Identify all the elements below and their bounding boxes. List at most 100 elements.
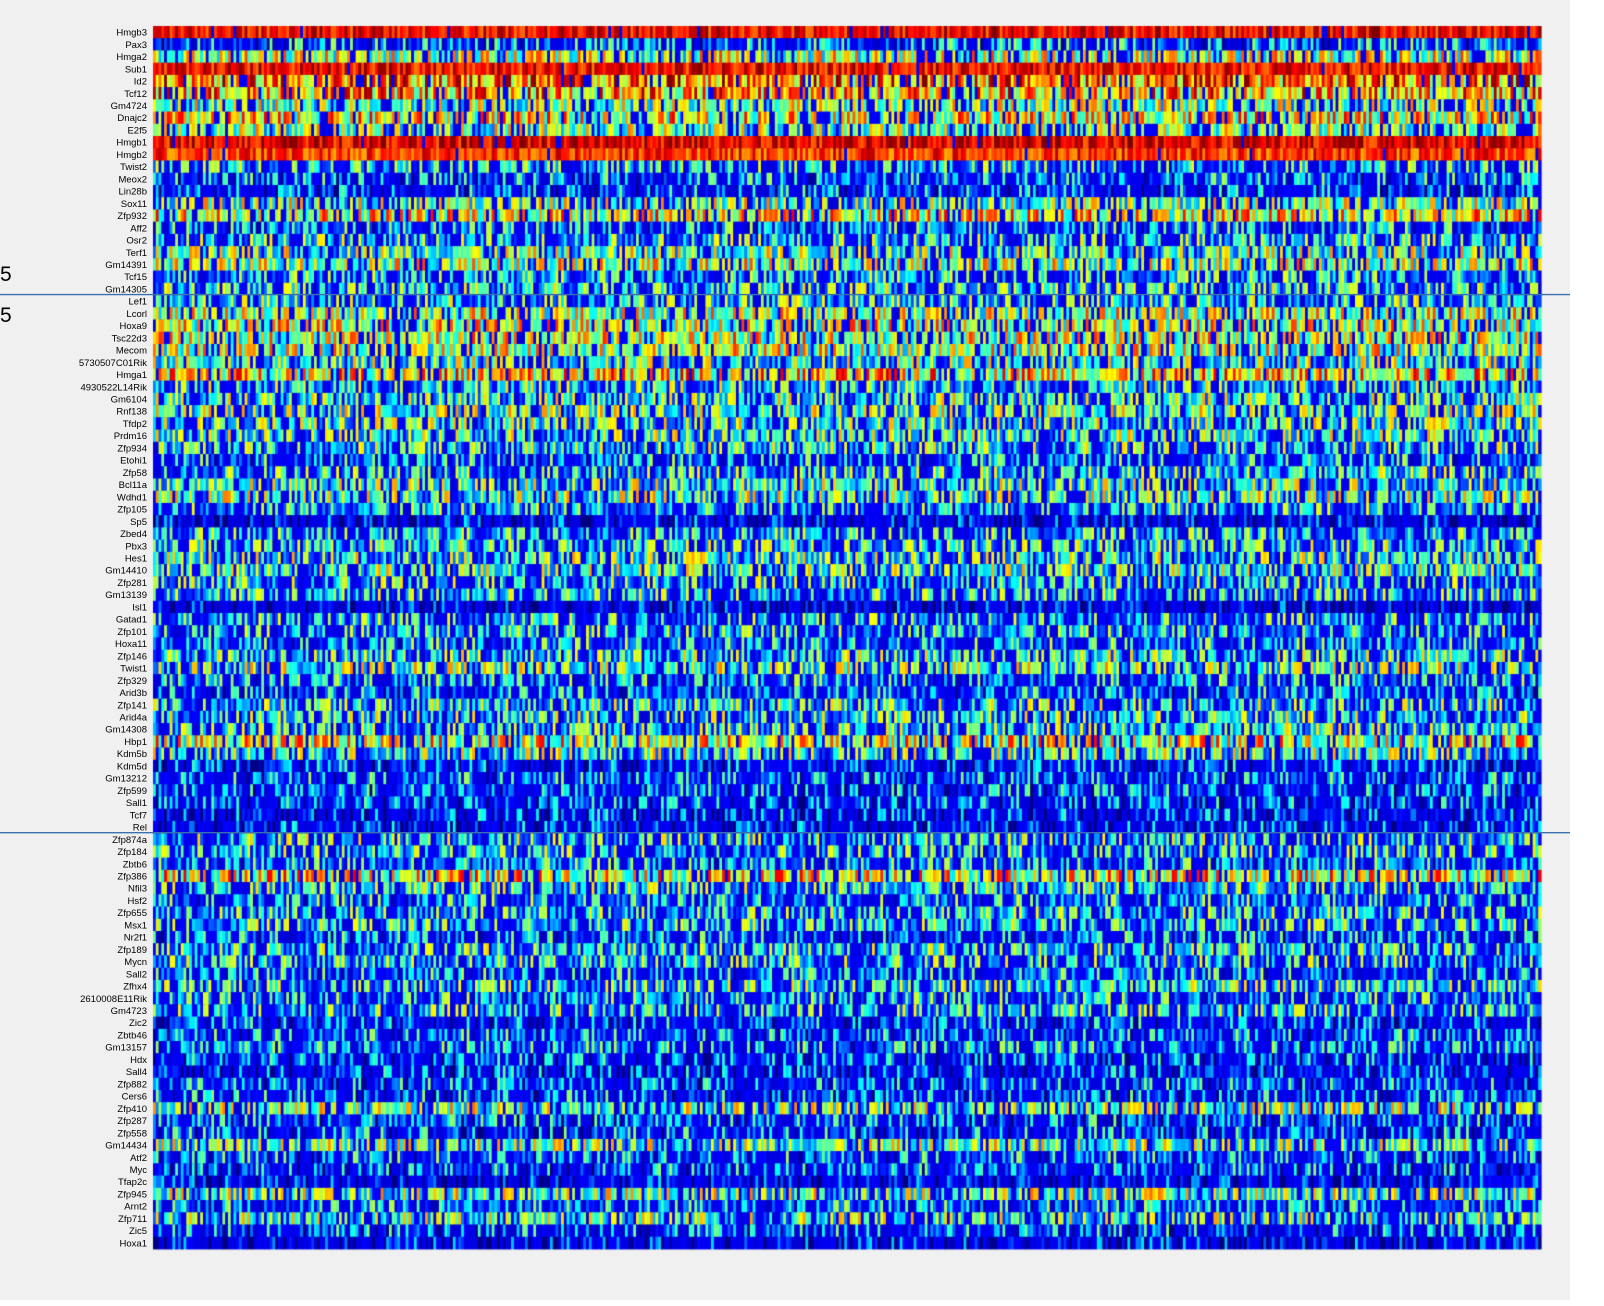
row-label: Gm14308	[105, 725, 147, 736]
row-label: Hdx	[130, 1055, 147, 1066]
row-label: Pbx3	[125, 541, 147, 552]
row-label: Tcf7	[130, 810, 147, 821]
row-label: Zfp874a	[112, 835, 148, 846]
row-label: Hmgb3	[116, 28, 147, 39]
row-label: Isl1	[132, 602, 147, 613]
row-label: Hmgb2	[116, 150, 147, 161]
cluster-dividers	[0, 293, 1570, 834]
row-label: Zfp281	[117, 578, 147, 589]
row-label: 5730507C01Rik	[79, 358, 147, 369]
row-label: Zfp655	[117, 908, 147, 919]
row-label: Msx1	[124, 920, 147, 931]
row-label: Etohi1	[120, 456, 147, 467]
row-label: Gm4724	[111, 101, 147, 112]
row-label: Nfil3	[128, 884, 147, 895]
row-label: Cers6	[122, 1092, 147, 1103]
row-label: Kdm5d	[117, 761, 147, 772]
row-label: Gm14305	[105, 284, 147, 295]
row-label: Zfp410	[117, 1104, 147, 1115]
row-label: Meox2	[118, 174, 147, 185]
row-label: Zic5	[129, 1226, 147, 1237]
row-label: Zfp945	[117, 1189, 147, 1200]
row-label: Sall4	[126, 1067, 147, 1078]
row-label: Zfp932	[117, 211, 147, 222]
row-label: Arnt2	[124, 1202, 147, 1213]
row-label: Gatad1	[116, 615, 147, 626]
row-label: Hmga1	[116, 370, 147, 381]
row-label: Zfp599	[117, 786, 147, 797]
row-label: Arid3b	[120, 688, 147, 699]
row-label: Kdm5b	[117, 749, 147, 760]
row-label: Hbp1	[124, 737, 147, 748]
row-label: Zfp287	[117, 1116, 147, 1127]
row-label: Zbed4	[120, 529, 147, 540]
row-label: Twist1	[120, 664, 147, 675]
row-label: Zbtb6	[123, 859, 147, 870]
row-label: Mycn	[124, 957, 147, 968]
row-label: Zfp146	[117, 651, 147, 662]
row-label: Prdm16	[114, 431, 147, 442]
row-label: Zfhx4	[123, 982, 147, 993]
row-label: Wdhd1	[117, 492, 147, 503]
row-label: Lcorl	[126, 309, 147, 320]
row-label: Hsf2	[127, 896, 147, 907]
row-label: Zfp329	[117, 676, 147, 687]
row-label: Dnajc2	[117, 113, 147, 124]
row-label: Tcf12	[124, 89, 147, 100]
heatmap	[0, 0, 1570, 1300]
row-label: Bcl11a	[119, 480, 148, 491]
row-label: E2f5	[127, 125, 147, 136]
row-label: Zic2	[129, 1018, 147, 1029]
row-label: Tcf15	[124, 272, 147, 283]
row-label: Sub1	[125, 64, 147, 75]
row-label: Aff2	[130, 223, 147, 234]
row-label: Zfp189	[117, 945, 147, 956]
row-label: Zfp58	[123, 468, 147, 479]
row-label: Sall2	[126, 969, 147, 980]
row-label: Myc	[130, 1165, 148, 1176]
row-label: Osr2	[126, 236, 147, 247]
row-label: Hes1	[125, 554, 147, 565]
row-label: Zfp934	[117, 443, 147, 454]
row-label: Tfap2c	[118, 1177, 147, 1188]
row-label: Hoxa11	[115, 639, 147, 650]
row-label: Twist2	[120, 162, 147, 173]
row-label: Terf1	[126, 248, 147, 259]
row-label: Zfp184	[117, 847, 147, 858]
row-label: Hmgb1	[116, 138, 147, 149]
row-label: 2610008E11Rik	[80, 994, 147, 1005]
figure-background: Hmgb3 Pax3 Hmga2 Sub1 Id2 Tcf12 Gm4724 Dnajc2 E2…	[0, 0, 1570, 1300]
row-label: Atf2	[130, 1153, 147, 1164]
row-label: 4930522L14Rik	[80, 382, 147, 393]
row-label: Gm14391	[105, 260, 147, 271]
row-label: Gm4723	[111, 1006, 147, 1017]
row-label: Gm14434	[105, 1141, 147, 1152]
row-label: Sox11	[121, 199, 147, 210]
row-label: Sall1	[126, 798, 147, 809]
row-label: Zfp141	[117, 700, 147, 711]
row-label: Gm14410	[105, 566, 147, 577]
row-label: Hmga2	[116, 52, 147, 63]
row-label: Lin28b	[118, 187, 147, 198]
row-label: Gm6104	[111, 395, 147, 406]
row-label: Hoxa9	[120, 321, 147, 332]
row-label: Hoxa1	[120, 1238, 147, 1249]
row-label: Nr2f1	[124, 933, 147, 944]
row-label: Pax3	[125, 40, 147, 51]
row-label: Arid4a	[120, 712, 148, 723]
row-label: Gm13139	[105, 590, 147, 601]
row-label: Zbtb46	[117, 1030, 147, 1041]
row-label: Rnf138	[116, 407, 147, 418]
side-label-1: 5	[0, 263, 12, 286]
side-label-2: 5	[0, 304, 12, 327]
row-label: Zfp386	[117, 871, 147, 882]
row-label: Zfp558	[117, 1128, 147, 1139]
row-label: Mecom	[116, 346, 147, 357]
row-label: Sp5	[130, 517, 147, 528]
row-label: Zfp882	[117, 1079, 147, 1090]
row-label: Tsc22d3	[112, 333, 147, 344]
row-label: Zfp105	[117, 505, 147, 516]
row-label: Gm13212	[105, 774, 147, 785]
